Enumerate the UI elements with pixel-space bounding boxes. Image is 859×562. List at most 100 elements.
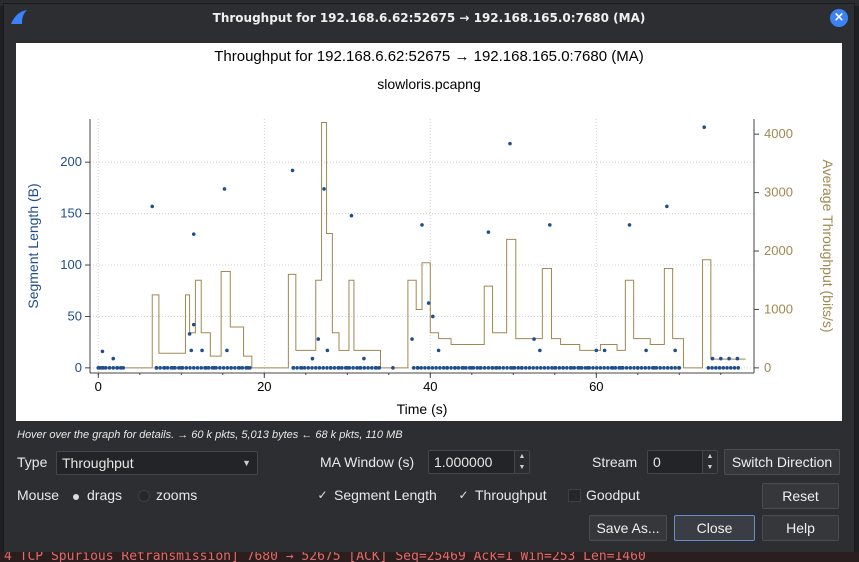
segment-length-point xyxy=(725,366,729,370)
segment-length-point xyxy=(606,366,610,370)
ma-window-spinbox[interactable]: 1.000000 ▲ ▼ xyxy=(428,450,530,474)
segment-length-point xyxy=(221,366,226,370)
save-as-button[interactable]: Save As... xyxy=(589,515,667,541)
segment-length-label[interactable]: Segment Length xyxy=(334,487,437,503)
segment-length-point xyxy=(639,366,644,370)
segment-length-point xyxy=(569,366,574,370)
segment-length-point xyxy=(291,366,296,370)
segment-length-point xyxy=(735,356,740,361)
segment-length-point xyxy=(150,204,155,209)
segment-length-point xyxy=(486,230,491,234)
segment-length-point xyxy=(434,366,438,370)
drags-label[interactable]: drags xyxy=(87,487,123,503)
segment-length-point xyxy=(229,366,233,370)
segment-length-point xyxy=(464,366,468,370)
segment-length-point xyxy=(206,366,211,370)
goodput-checkbox[interactable] xyxy=(568,489,581,502)
segment-length-point xyxy=(546,366,550,370)
throughput-chart[interactable]: 0 20 40 6005010015020001000200030004000Time… xyxy=(16,43,842,421)
segment-length-point xyxy=(369,366,374,370)
zooms-radio[interactable] xyxy=(138,490,150,502)
segment-length-point xyxy=(598,366,603,370)
segment-length-point xyxy=(357,366,362,370)
segment-length-point xyxy=(478,366,482,370)
segment-length-point xyxy=(322,187,326,191)
close-button[interactable]: Close xyxy=(674,515,755,541)
reset-button[interactable]: Reset xyxy=(762,483,839,509)
segment-length-point xyxy=(728,366,733,370)
y-right-tick-label: 1000 xyxy=(764,301,793,316)
segment-length-point xyxy=(710,356,715,361)
segment-length-point xyxy=(199,366,204,370)
segment-length-point xyxy=(511,366,516,370)
segment-length-point xyxy=(225,348,229,353)
segment-length-point xyxy=(538,366,543,370)
segment-length-point xyxy=(482,366,487,370)
segment-length-point xyxy=(644,348,648,353)
segment-length-point xyxy=(349,213,354,218)
type-label: Type xyxy=(17,454,48,470)
segment-length-point xyxy=(449,366,453,370)
throughput-dialog: Throughput for 192.168.6.62:52675 → 192.… xyxy=(3,3,855,553)
switch-direction-button[interactable]: Switch Direction xyxy=(724,449,840,475)
segment-length-point xyxy=(461,366,466,370)
y-left-tick-label: 100 xyxy=(60,257,82,272)
segment-length-point xyxy=(317,366,322,370)
help-button[interactable]: Help xyxy=(762,515,839,541)
segment-length-point xyxy=(736,366,741,370)
segment-length-point xyxy=(187,332,192,336)
segment-length-point xyxy=(332,366,337,370)
segment-length-point xyxy=(673,366,677,370)
segment-length-point xyxy=(624,366,629,370)
segment-length-point xyxy=(240,366,245,370)
segment-length-point xyxy=(430,314,435,319)
segment-length-point xyxy=(669,366,674,370)
segment-length-point xyxy=(594,348,599,353)
mouse-label: Mouse xyxy=(17,487,60,503)
segment-length-point xyxy=(107,366,112,370)
spin-arrows-icon[interactable]: ▲ ▼ xyxy=(514,451,529,473)
type-select[interactable]: Throughput ▼ xyxy=(56,451,258,475)
segment-length-point xyxy=(245,366,250,370)
segment-length-point xyxy=(643,366,648,370)
segment-length-point xyxy=(328,366,333,370)
segment-length-point xyxy=(184,366,189,370)
segment-length-point xyxy=(706,366,711,370)
segment-length-point xyxy=(445,366,449,370)
segment-length-point xyxy=(111,366,116,370)
segment-length-point xyxy=(494,366,499,370)
segment-length-point xyxy=(222,187,227,191)
throughput-checkbox[interactable]: ✓ xyxy=(458,488,469,502)
wireshark-fin-icon xyxy=(11,10,27,24)
segment-length-point xyxy=(337,366,341,370)
segment-length-point xyxy=(721,366,726,370)
segment-length-point xyxy=(516,366,521,370)
segment-length-point xyxy=(100,349,105,354)
segment-length-point xyxy=(470,366,474,370)
stream-spinbox[interactable]: 0 ▲ ▼ xyxy=(647,450,718,474)
y-right-tick-label: 0 xyxy=(764,360,771,375)
segment-length-point xyxy=(505,366,509,370)
segment-length-point xyxy=(351,366,355,370)
segment-length-point xyxy=(118,366,123,370)
drags-radio[interactable] xyxy=(69,490,81,502)
stream-label: Stream xyxy=(592,454,638,470)
zooms-label[interactable]: zooms xyxy=(156,487,198,503)
graph-canvas[interactable]: Throughput for 192.168.6.62:52675 → 192.… xyxy=(16,43,842,421)
x-tick-label: 40 xyxy=(423,379,437,394)
segment-length-point xyxy=(420,223,424,227)
type-select-value: Throughput xyxy=(62,455,134,471)
segment-length-point xyxy=(374,366,379,370)
segment-length-checkbox[interactable]: ✓ xyxy=(317,488,328,502)
segment-length-point xyxy=(313,366,318,370)
segment-length-point xyxy=(583,366,588,370)
segment-length-point xyxy=(523,366,528,370)
segment-length-point xyxy=(627,223,632,227)
y-left-tick-label: 0 xyxy=(75,360,82,375)
segment-length-point xyxy=(391,366,395,370)
segment-length-point xyxy=(290,168,295,173)
close-icon[interactable]: × xyxy=(830,9,848,27)
throughput-label[interactable]: Throughput xyxy=(475,487,547,503)
goodput-label[interactable]: Goodput xyxy=(586,487,640,503)
spin-arrows-icon[interactable]: ▲ ▼ xyxy=(702,451,717,473)
